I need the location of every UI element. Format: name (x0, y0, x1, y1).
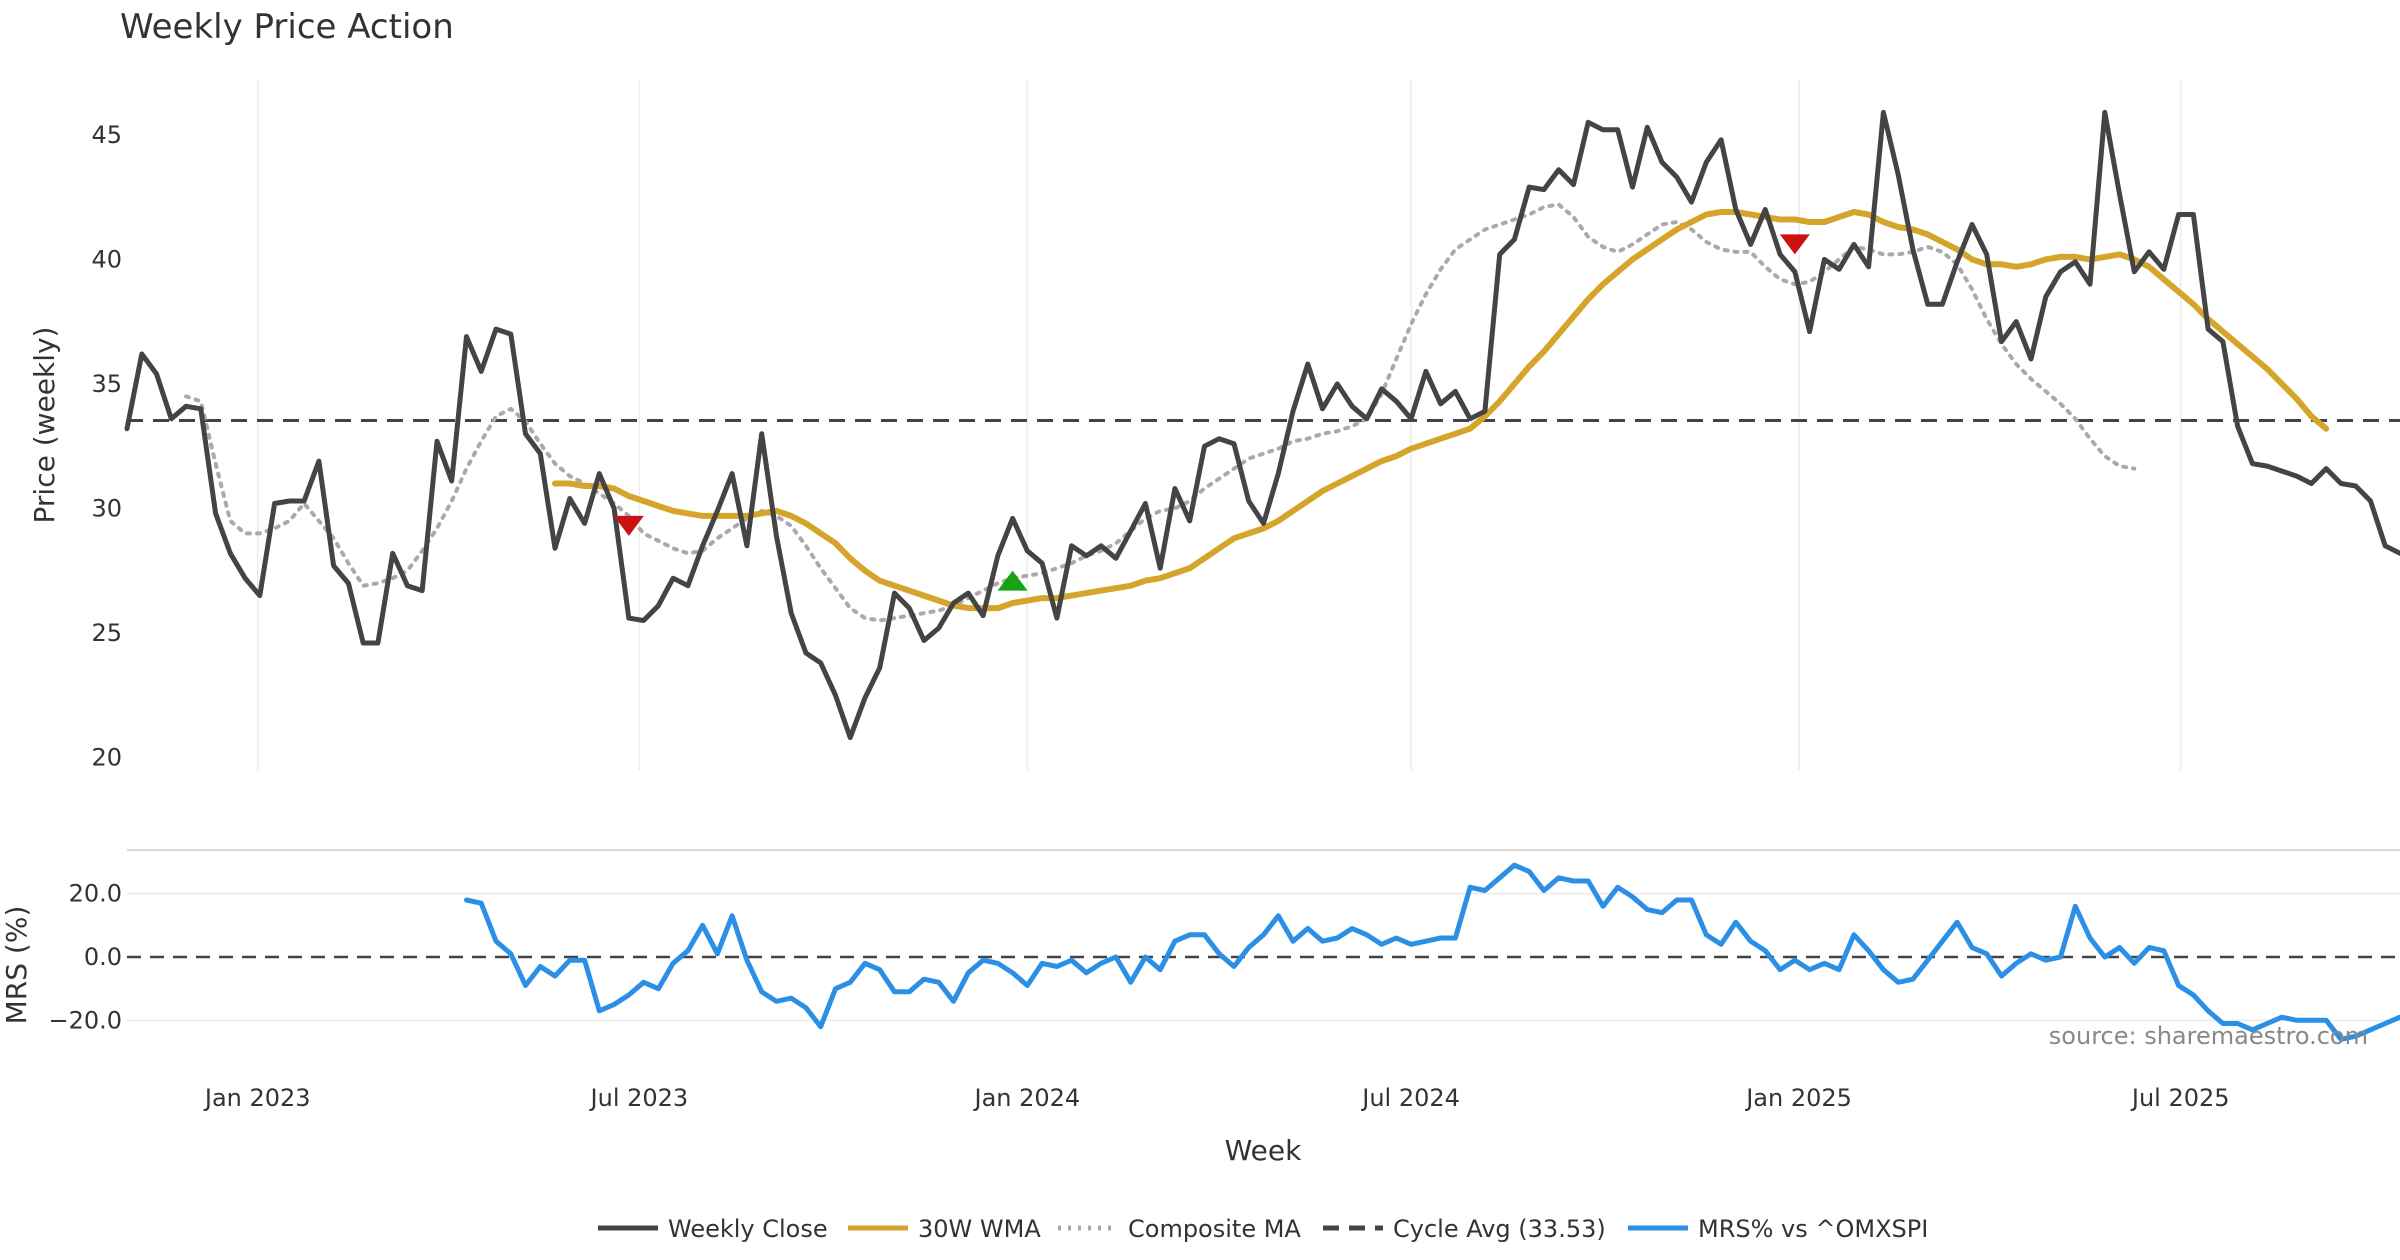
chart-title: Weekly Price Action (120, 7, 454, 47)
legend-label: MRS% vs ^OMXSPI (1698, 1215, 1928, 1243)
grid-layer (127, 80, 2400, 1022)
legend-wma-30w: 30W WMA (848, 1215, 1041, 1243)
mrs-axis-label: MRS (%) (0, 906, 33, 1025)
price-y-tick-label: 35 (91, 370, 122, 398)
price-y-tick-label: 40 (91, 245, 122, 273)
x-tick-label: Jan 2024 (972, 1084, 1080, 1112)
x-axis-label: Week (1225, 1134, 1302, 1167)
price-y-tick-label: 30 (91, 494, 122, 522)
legend-mrs: MRS% vs ^OMXSPI (1628, 1215, 1928, 1243)
buy-signal-marker (997, 570, 1028, 591)
price-y-tick-label: 45 (91, 121, 122, 149)
price-y-tick-label: 25 (91, 619, 122, 647)
price-y-tick-label: 20 (91, 744, 122, 772)
x-tick-label: Jan 2025 (1744, 1084, 1852, 1112)
sell-signal-marker (1779, 234, 1810, 255)
legend-label: 30W WMA (918, 1215, 1041, 1243)
signal-markers (613, 234, 1810, 591)
mrs-y-tick-label: 20.0 (69, 880, 122, 908)
mrs-line (464, 862, 2400, 1042)
legend-weekly-close: Weekly Close (598, 1215, 828, 1243)
wma-30w-line (552, 209, 2330, 612)
reference-lines (127, 419, 2400, 959)
sell-signal-marker (613, 515, 644, 536)
x-tick-label: Jul 2024 (1360, 1084, 1460, 1112)
legend-label: Composite MA (1128, 1215, 1301, 1243)
x-tick-label: Jul 2023 (589, 1084, 689, 1112)
mrs-panel (464, 862, 2400, 1042)
source-note: source: sharemaestro.com (2049, 1022, 2368, 1050)
x-tick-label: Jan 2023 (203, 1084, 311, 1112)
mrs-y-tick-label: −20.0 (48, 1006, 122, 1034)
legend-composite-ma: Composite MA (1058, 1215, 1301, 1243)
tick-labels: Jan 2023 Jul 2023 Jan 2024 Jul 2024 Jan 2025… (48, 121, 2229, 1112)
legend-label: Cycle Avg (33.53) (1393, 1215, 1606, 1243)
legend-cycle-avg: Cycle Avg (33.53) (1323, 1215, 1606, 1243)
legend: Weekly Close 30W WMA Composite MA Cycle Avg… (598, 1215, 1928, 1243)
composite-ma-line (184, 202, 2137, 623)
price-panel (124, 109, 2400, 741)
weekly-close-line (124, 109, 2400, 741)
x-tick-label: Jul 2025 (2130, 1084, 2230, 1112)
price-axis-label: Price (weekly) (28, 327, 61, 524)
mrs-y-tick-label: 0.0 (84, 943, 122, 971)
legend-label: Weekly Close (668, 1215, 828, 1243)
